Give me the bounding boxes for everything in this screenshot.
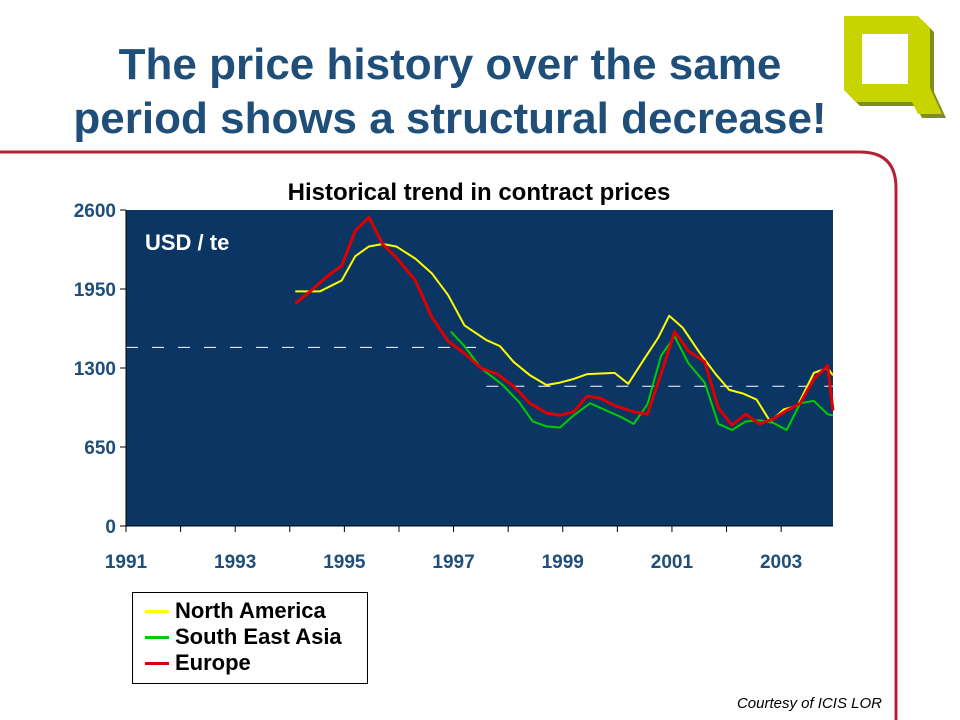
- legend-label-south-east-asia: South East Asia: [175, 624, 342, 649]
- chart-legend: North America South East Asia Europe: [132, 592, 368, 684]
- x-tick-label: 1995: [323, 552, 366, 573]
- slide-title-line1: The price history over the same: [118, 40, 782, 89]
- legend-label-north-america: North America: [175, 598, 326, 623]
- legend-item-south-east-asia: South East Asia: [145, 624, 342, 650]
- series-line-south-east-asia: [450, 330, 834, 431]
- x-tick-label: 2003: [760, 552, 802, 573]
- credit-text: Courtesy of ICIS LOR: [736, 695, 882, 712]
- series-layer: [294, 215, 835, 431]
- series-line-europe: [294, 215, 835, 427]
- x-tick-label: 2001: [651, 552, 694, 573]
- slide-title: The price history over the same period s…: [20, 38, 880, 146]
- reference-lines: [126, 346, 833, 387]
- slide-title-line2: period shows a structural decrease!: [73, 94, 827, 143]
- legend-swatch-europe: [145, 661, 169, 665]
- x-tick-label: 1991: [105, 552, 148, 573]
- y-tick-label: 650: [84, 438, 116, 459]
- legend-swatch-north-america: [145, 609, 169, 613]
- unit-annotation: USD / te: [145, 230, 229, 255]
- y-tick-label: 1300: [74, 359, 116, 380]
- axes: 0 650 1300 1950 2600 1991 1993 1995 1997 1999 2001…: [74, 201, 833, 573]
- chart-title: Historical trend in contract prices: [288, 179, 671, 206]
- x-tick-label: 1999: [542, 552, 584, 573]
- q-logo-icon: [844, 16, 946, 118]
- x-tick-label: 1997: [432, 552, 474, 573]
- series-line-north-america: [295, 243, 834, 423]
- y-tick-label: 2600: [74, 201, 116, 222]
- y-tick-label: 1950: [74, 280, 116, 301]
- legend-label-europe: Europe: [175, 650, 251, 675]
- x-tick-label: 1993: [214, 552, 256, 573]
- legend-swatch-south-east-asia: [145, 635, 169, 639]
- legend-item-europe: Europe: [145, 650, 251, 676]
- legend-item-north-america: North America: [145, 598, 326, 624]
- y-tick-label: 0: [105, 517, 116, 538]
